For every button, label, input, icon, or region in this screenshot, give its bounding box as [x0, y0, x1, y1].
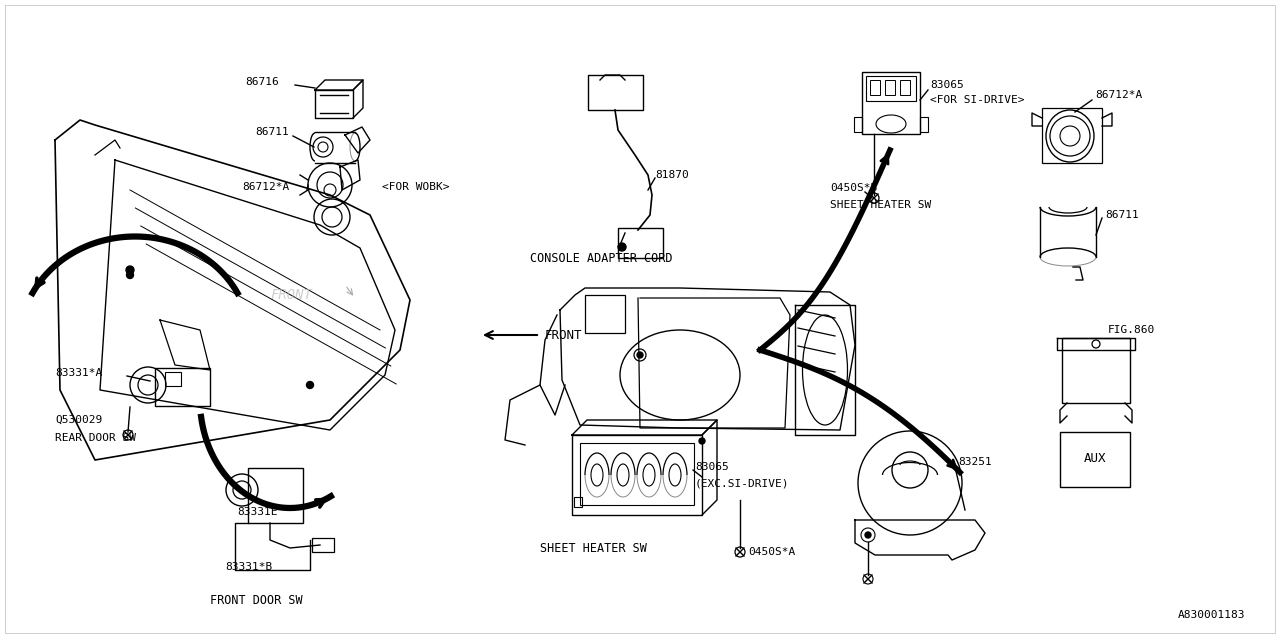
Bar [884, 80, 895, 95]
Bar [920, 117, 928, 132]
Text: (EXC.SI-DRIVE): (EXC.SI-DRIVE) [695, 478, 790, 488]
Text: 83331*B: 83331*B [225, 562, 273, 572]
Text: <FOR WOBK>: <FOR WOBK> [381, 182, 449, 192]
Bar [618, 228, 663, 258]
Circle shape [699, 438, 705, 444]
Bar [585, 295, 625, 333]
Text: REAR DOOR SW: REAR DOOR SW [55, 433, 136, 443]
Text: 86716: 86716 [244, 77, 279, 87]
Text: FRONT: FRONT [545, 328, 582, 342]
Text: A830001183: A830001183 [1178, 610, 1245, 620]
Bar [1062, 338, 1130, 403]
Bar [312, 538, 334, 552]
Bar [854, 117, 861, 132]
Text: 83331E: 83331E [237, 507, 278, 517]
Text: 86711: 86711 [1105, 210, 1139, 220]
Text: 86712*A: 86712*A [1094, 90, 1142, 100]
Text: FRONT: FRONT [270, 288, 312, 302]
Text: FIG.860: FIG.860 [1108, 325, 1156, 335]
Circle shape [618, 243, 626, 251]
Bar [861, 72, 920, 134]
Bar [588, 75, 643, 110]
Circle shape [865, 532, 870, 538]
Bar [248, 468, 303, 523]
Bar [155, 368, 210, 406]
Text: 0450S*B: 0450S*B [829, 183, 877, 193]
Circle shape [125, 266, 134, 274]
Circle shape [637, 352, 643, 358]
Bar [900, 80, 910, 95]
Bar [1042, 108, 1102, 163]
Text: CONSOLE ADAPTER CORD: CONSOLE ADAPTER CORD [530, 252, 672, 264]
Text: SHEET HEATER SW: SHEET HEATER SW [540, 541, 646, 554]
Text: 83251: 83251 [957, 457, 992, 467]
Bar [572, 435, 701, 515]
Circle shape [306, 381, 314, 388]
Text: SHEET HEATER SW: SHEET HEATER SW [829, 200, 932, 210]
Text: Q530029: Q530029 [55, 415, 102, 425]
Text: 0450S*A: 0450S*A [748, 547, 795, 557]
Text: 86711: 86711 [255, 127, 289, 137]
Text: AUX: AUX [1084, 452, 1106, 465]
Text: 86712*A: 86712*A [242, 182, 289, 192]
Bar [870, 80, 881, 95]
Circle shape [127, 271, 133, 278]
Bar [867, 76, 916, 101]
Text: 81870: 81870 [655, 170, 689, 180]
Text: 83065: 83065 [931, 80, 964, 90]
Bar [573, 497, 582, 507]
Text: 83065: 83065 [695, 462, 728, 472]
Text: FRONT DOOR SW: FRONT DOOR SW [210, 593, 302, 607]
Bar [165, 372, 180, 386]
Bar [580, 443, 694, 505]
Text: <FOR SI-DRIVE>: <FOR SI-DRIVE> [931, 95, 1024, 105]
Bar [1060, 432, 1130, 487]
Text: 83331*A: 83331*A [55, 368, 102, 378]
